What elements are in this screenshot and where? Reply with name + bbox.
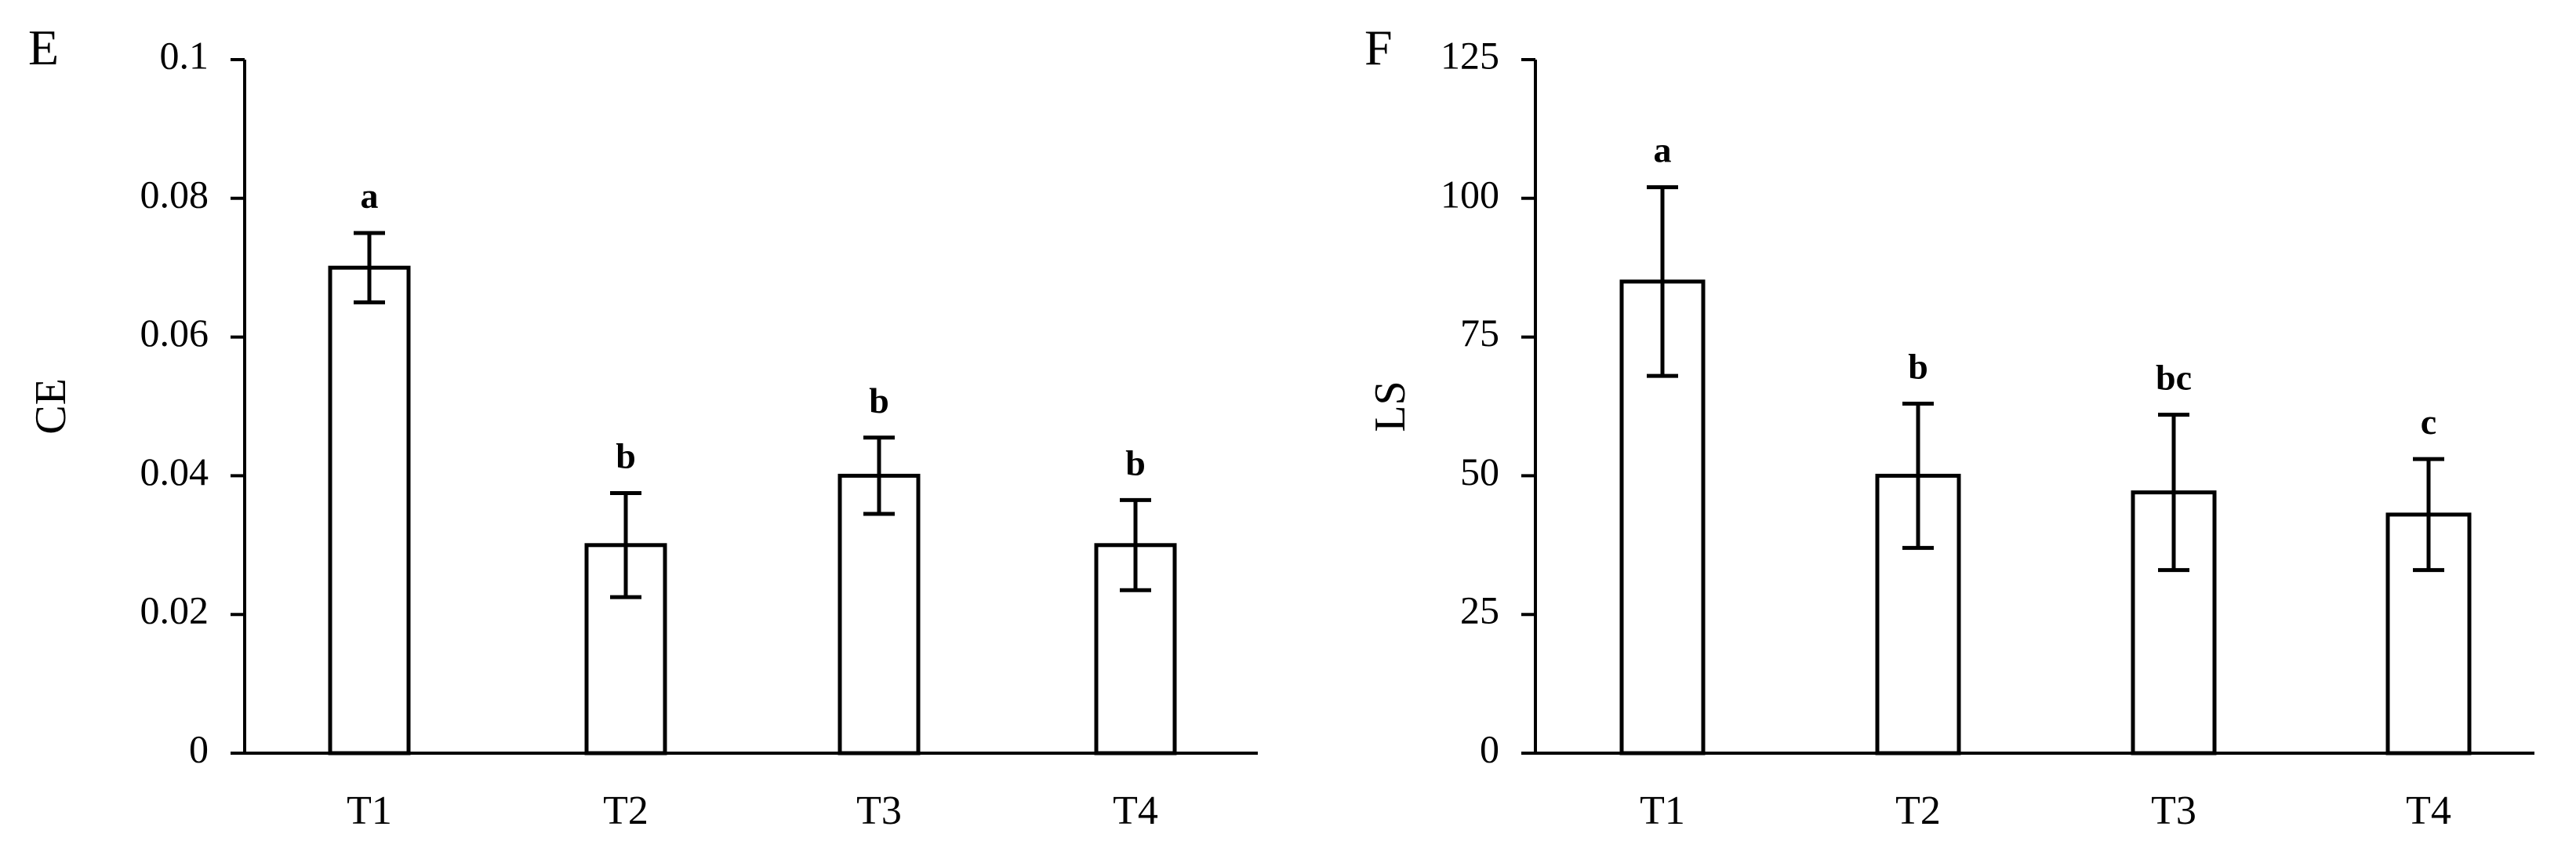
y-tick-label: 0.06 (140, 311, 209, 355)
x-tick-label: T4 (2406, 788, 2451, 833)
y-tick-label: 0.1 (160, 33, 209, 77)
significance-label: bc (2156, 358, 2192, 398)
x-tick-label: T1 (347, 788, 392, 833)
x-tick-label: T2 (1895, 788, 1941, 833)
y-tick-label: 0 (1480, 726, 1499, 770)
y-tick-label: 50 (1460, 450, 1499, 493)
bar (1094, 543, 1177, 756)
y-tick-label: 100 (1441, 172, 1499, 216)
x-tick-label: T1 (1640, 788, 1685, 833)
panel-label: E (28, 20, 59, 75)
bar (328, 265, 411, 756)
y-tick-label: 75 (1460, 311, 1499, 355)
y-tick-label: 25 (1460, 588, 1499, 632)
y-tick-label: 0.04 (140, 450, 209, 493)
y-axis-title: CE (27, 378, 75, 435)
significance-label: c (2421, 402, 2436, 442)
y-tick-label: 125 (1441, 33, 1499, 77)
y-axis-title: LS (1366, 381, 1415, 432)
significance-label: b (869, 381, 889, 421)
significance-label: b (1125, 442, 1146, 482)
x-tick-label: T3 (856, 788, 902, 833)
y-tick-label: 0.08 (140, 172, 209, 216)
significance-label: b (1908, 346, 1928, 386)
significance-label: b (616, 436, 636, 476)
y-tick-label: 0 (189, 726, 209, 770)
x-tick-label: T2 (603, 788, 649, 833)
x-tick-label: T4 (1113, 788, 1158, 833)
x-tick-label: T3 (2151, 788, 2196, 833)
significance-label: a (1654, 130, 1672, 170)
bar (837, 473, 921, 756)
significance-label: a (361, 176, 379, 216)
y-tick-label: 0.02 (140, 588, 209, 632)
panel-label: F (1364, 20, 1393, 75)
